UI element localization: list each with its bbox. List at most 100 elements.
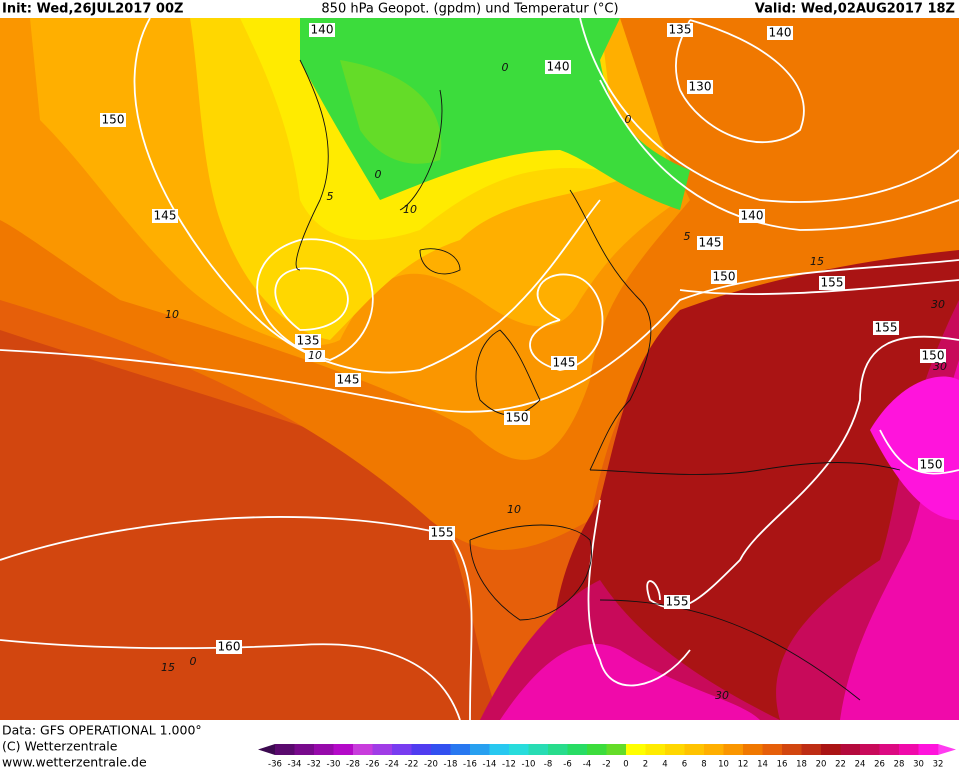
colorbar-label: -32 xyxy=(307,760,321,770)
geopotential-label: 155 xyxy=(875,321,898,335)
coastlines xyxy=(295,59,901,701)
colorbar-box xyxy=(411,744,432,755)
geopotential-label: 130 xyxy=(689,80,712,94)
geopotential-label: 155 xyxy=(431,526,454,540)
temperature-label: 0 xyxy=(502,61,509,74)
colorbar-box xyxy=(704,744,724,755)
colorbar-box xyxy=(782,744,802,755)
colorbar-label: 32 xyxy=(933,760,944,770)
geopotential-label: 150 xyxy=(102,113,125,127)
colorbar-box xyxy=(626,744,646,755)
colorbar-label: -28 xyxy=(346,760,360,770)
colorbar-box xyxy=(665,744,685,755)
colorbar-label: -18 xyxy=(444,760,458,770)
colorbar-under xyxy=(258,744,275,755)
geopotential-label: 150 xyxy=(920,458,943,472)
temperature-label: 15 xyxy=(810,255,824,268)
colorbar-label: -16 xyxy=(463,760,477,770)
colorbar-box xyxy=(645,744,666,755)
geopotential-label: 140 xyxy=(547,60,570,74)
contour-label-box xyxy=(295,334,321,348)
colorbar-label: -30 xyxy=(327,760,341,770)
colorbar-label: 20 xyxy=(816,760,827,770)
geopotential-label: 155 xyxy=(821,276,844,290)
copyright: (C) Wetterzentrale xyxy=(2,739,118,754)
colorbar-label: 12 xyxy=(738,760,749,770)
geopotential-label: 140 xyxy=(769,26,792,40)
valid-time: Valid: Wed,02AUG2017 18Z xyxy=(755,2,955,17)
colorbar-label: 0 xyxy=(623,760,628,770)
colorbar-box xyxy=(860,744,880,755)
contour-label-box xyxy=(819,276,845,290)
geopotential-label: 135 xyxy=(669,23,692,37)
geopotential-label: 150 xyxy=(713,270,736,284)
geopotential-label: 155 xyxy=(666,595,689,609)
colorbar-label: -24 xyxy=(385,760,399,770)
contour-label-box xyxy=(309,23,335,37)
temperature-label: 5 xyxy=(684,230,691,243)
colorbar-label: -10 xyxy=(522,760,536,770)
temperature-label: 0 xyxy=(375,168,382,181)
temperature-label: 15 xyxy=(161,661,175,674)
colorbar-box xyxy=(821,744,841,755)
temperature-label: 30 xyxy=(931,298,945,311)
init-time: Init: Wed,26JUL2017 00Z xyxy=(2,2,183,17)
colorbar-box xyxy=(606,744,627,755)
temperature-label: 10 xyxy=(507,503,521,516)
colorbar-label: 6 xyxy=(682,760,687,770)
colorbar-box xyxy=(840,744,861,755)
contour-label-box xyxy=(664,595,690,609)
colorbar-label: 16 xyxy=(777,760,788,770)
geopotential-label: 150 xyxy=(506,411,529,425)
colorbar-label: -4 xyxy=(583,760,591,770)
colorbar-over xyxy=(938,744,956,755)
contour-label-box xyxy=(767,26,793,40)
colorbar-label: -26 xyxy=(366,760,380,770)
colorbar-label: -6 xyxy=(563,760,571,770)
colorbar-label: 30 xyxy=(913,760,924,770)
colorbar-box xyxy=(684,744,705,755)
colorbar-box xyxy=(489,744,510,755)
colorbar-box xyxy=(431,744,451,755)
contour-label-box xyxy=(739,209,765,223)
geopotential-label: 140 xyxy=(311,23,334,37)
contour-label-box xyxy=(873,321,899,335)
colorbar-box xyxy=(918,744,939,755)
temperature-label: 10 xyxy=(308,349,322,362)
contour-label-box xyxy=(697,236,723,250)
colorbar-label: 26 xyxy=(874,760,885,770)
geopotential-label: 145 xyxy=(154,209,177,223)
colorbar-label: 10 xyxy=(718,760,729,770)
geopotential-label: 140 xyxy=(741,209,764,223)
colorbar-box xyxy=(801,744,822,755)
colorbar-box xyxy=(333,744,354,755)
website: www.wetterzentrale.de xyxy=(2,755,147,770)
colorbar-box xyxy=(509,744,529,755)
header-bar xyxy=(0,0,959,18)
colorbar-box xyxy=(294,744,315,755)
colorbar-label: -12 xyxy=(502,760,516,770)
colorbar-label: -22 xyxy=(405,760,419,770)
colorbar-box xyxy=(723,744,744,755)
contour-label-box xyxy=(545,60,571,74)
data-source: Data: GFS OPERATIONAL 1.000° xyxy=(2,723,202,738)
colorbar-box xyxy=(743,744,763,755)
colorbar-label: -2 xyxy=(602,760,610,770)
contour-label-box xyxy=(551,356,577,370)
contour-label-box xyxy=(918,458,944,472)
colorbar-label: -8 xyxy=(544,760,552,770)
contour-label-box xyxy=(335,373,361,387)
geopotential-label: 145 xyxy=(699,236,722,250)
temperature-label: 10 xyxy=(165,308,179,321)
colorbar-label: 8 xyxy=(701,760,706,770)
colorbar-box xyxy=(450,744,471,755)
colorbar-label: 22 xyxy=(835,760,846,770)
geopotential-label: 145 xyxy=(553,356,576,370)
colorbar-label: -20 xyxy=(424,760,438,770)
colorbar-label: 4 xyxy=(662,760,667,770)
map-title: 850 hPa Geopot. (gpdm) und Temperatur (°… xyxy=(321,2,618,17)
geopotential-label: 135 xyxy=(297,334,320,348)
map-background xyxy=(0,18,959,720)
